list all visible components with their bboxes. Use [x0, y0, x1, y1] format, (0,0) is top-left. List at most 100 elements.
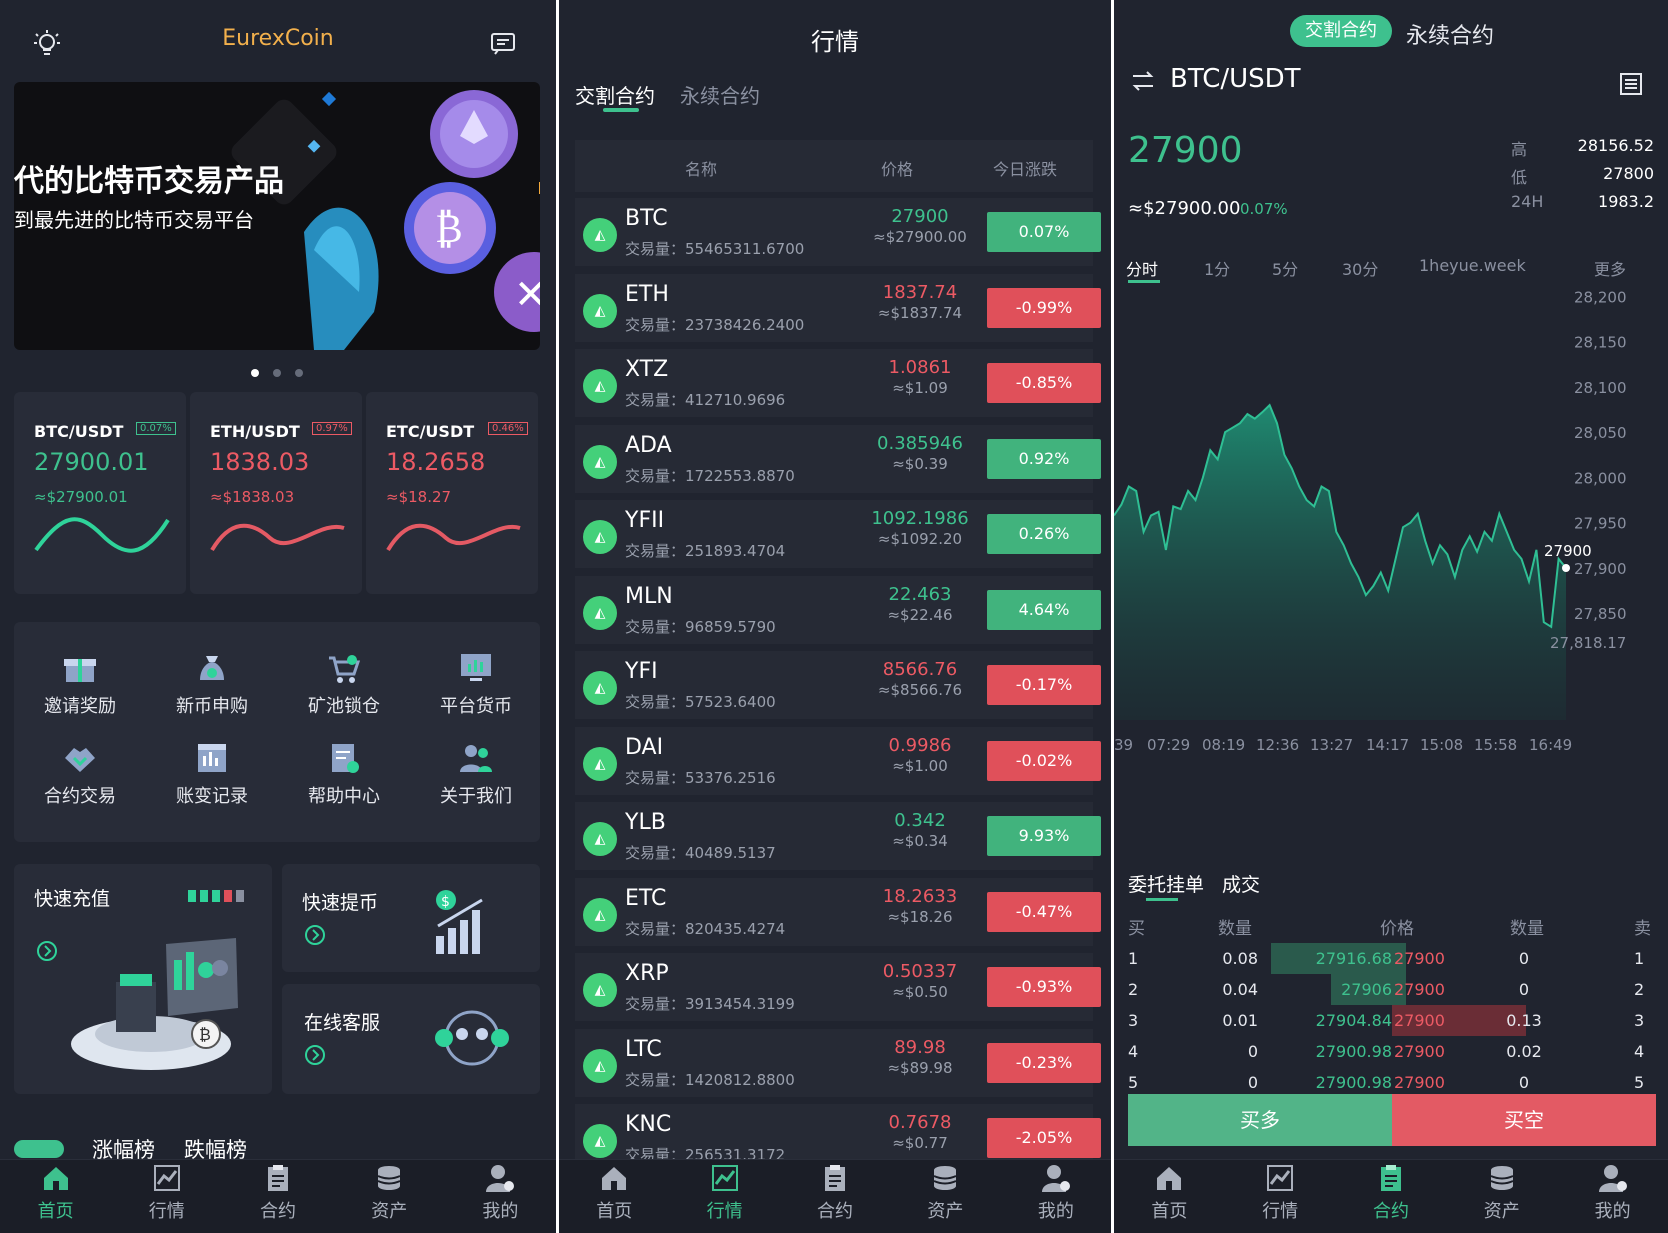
volume-label: 交易量： — [625, 693, 686, 711]
carousel-dots[interactable] — [250, 363, 306, 382]
menu-new-coin[interactable]: 新币申购 — [152, 650, 272, 718]
menu-invite-reward[interactable]: 邀请奖励 — [20, 650, 140, 718]
market-row[interactable]: ◭ XTZ 交易量：412710.9696 1.0861 ≈$1.09 -0.85% — [575, 349, 1101, 417]
toggle-delivery-contract[interactable]: 交割合约 — [1290, 15, 1392, 47]
y-axis-tick: 28,000 — [1574, 470, 1627, 488]
interval-week[interactable]: 1heyue.week — [1419, 256, 1526, 275]
menu-help-center[interactable]: 帮助中心 — [284, 740, 404, 808]
arrow-circle-icon[interactable] — [304, 924, 326, 946]
price-chart[interactable]: 28,200 28,150 28,100 28,050 28,000 27,950 27,9… — [1114, 280, 1668, 800]
market-row[interactable]: ◭ LTC 交易量：1420812.8800 89.98 ≈$89.98 -0.23% — [575, 1028, 1101, 1097]
swap-icon[interactable] — [1130, 68, 1156, 94]
coin-price: 22.463 — [888, 583, 952, 605]
tab-home[interactable]: 首页 — [0, 1160, 111, 1233]
arrow-circle-icon[interactable] — [36, 940, 58, 962]
menu-contract-trade[interactable]: 合约交易 — [20, 740, 140, 808]
volume-label: 交易量： — [625, 995, 686, 1013]
market-row[interactable]: ◭ YLB 交易量：40489.5137 0.342 ≈$0.34 9.93% — [575, 802, 1101, 870]
tab-label: 资产 — [927, 1201, 964, 1222]
tab-market[interactable]: 行情 — [669, 1160, 779, 1233]
change-badge[interactable]: 0.92% — [987, 438, 1101, 479]
menu-account-log[interactable]: 账变记录 — [152, 740, 272, 808]
market-row[interactable]: ◭ ETH 交易量：23738426.2400 1837.74 ≈$1837.74 -0.… — [575, 273, 1101, 342]
interval-timeshare[interactable]: 分时 — [1126, 260, 1159, 279]
ticker-card-eth[interactable]: ETH/USDT 0.97% 1838.03 ≈$1838.03 — [190, 392, 362, 594]
tab-profile[interactable]: 我的 — [445, 1160, 556, 1233]
buy-long-button[interactable]: 买多 — [1128, 1094, 1392, 1146]
tab-delivery-contract[interactable]: 交割合约 — [575, 84, 655, 108]
ticker-card-btc[interactable]: BTC/USDT 0.07% 27900.01 ≈$27900.01 — [14, 392, 186, 594]
coin-icon: ◭ — [583, 218, 617, 252]
market-row[interactable]: ◭ ADA 交易量：1722553.8870 0.385946 ≈$0.39 0.92% — [575, 424, 1101, 493]
pair-title[interactable]: BTC/USDT — [1170, 64, 1301, 94]
change-badge[interactable]: -0.93% — [987, 967, 1101, 1007]
order-book-row[interactable]: 5 0 27900.98 27900 0 5 — [1114, 1067, 1668, 1098]
promo-banner[interactable]: ₿ ✕ 代的比特币交易产品 到最先进的比特币交易平台 — [14, 82, 540, 350]
coin-symbol: ETC — [625, 885, 667, 911]
order-book-row[interactable]: 3 0.01 27904.84 27900 0.13 3 — [1114, 1005, 1668, 1036]
menu-pool-lock[interactable]: 矿池锁仓 — [284, 650, 404, 718]
tab-perpetual-contract[interactable]: 永续合约 — [680, 84, 760, 108]
bid-depth-bar — [1270, 943, 1406, 974]
order-book-row[interactable]: 4 0 27900.98 27900 0.02 4 — [1114, 1036, 1668, 1067]
tab-profile[interactable]: 我的 — [1557, 1160, 1668, 1233]
lightbulb-icon[interactable] — [32, 28, 62, 64]
tab-profile[interactable]: 我的 — [1001, 1160, 1111, 1233]
market-row[interactable]: ◭ BTC 交易量：55465311.6700 27900 ≈$27900.00 0.07… — [575, 198, 1101, 266]
market-row[interactable]: ◭ YFII 交易量：251893.4704 1092.1986 ≈$1092.20 0.… — [575, 500, 1101, 568]
last-price-usd: ≈$27900.00 — [1128, 198, 1241, 219]
market-row[interactable]: ◭ YFI 交易量：57523.6400 8566.76 ≈$8566.76 -0.17% — [575, 651, 1101, 719]
change-badge[interactable]: -0.02% — [987, 740, 1101, 781]
coin-volume: 交易量：3913454.3199 — [625, 993, 795, 1014]
menu-platform-coin[interactable]: 平台货币 — [416, 650, 536, 718]
change-badge[interactable]: -0.47% — [987, 891, 1101, 932]
orders-list-icon[interactable] — [1619, 72, 1643, 96]
change-badge[interactable]: -0.17% — [987, 665, 1101, 705]
change-badge[interactable]: -0.99% — [987, 287, 1101, 328]
interval-1m[interactable]: 1分 — [1204, 260, 1231, 279]
tab-contract[interactable]: 合约 — [1336, 1160, 1447, 1233]
monitor-chart-icon — [461, 654, 491, 681]
interval-more[interactable]: 更多 — [1594, 260, 1627, 279]
quick-withdraw-card[interactable]: 快速提币 $ — [282, 864, 540, 972]
interval-5m[interactable]: 5分 — [1272, 260, 1299, 279]
online-service-card[interactable]: 在线客服 — [282, 984, 540, 1094]
bid-qty: 0.01 — [1222, 1011, 1258, 1030]
change-badge[interactable]: 9.93% — [987, 816, 1101, 856]
tab-trades[interactable]: 成交 — [1222, 874, 1261, 896]
tab-home[interactable]: 首页 — [1114, 1160, 1225, 1233]
ticker-card-etc[interactable]: ETC/USDT 0.46% 18.2658 ≈$18.27 — [366, 392, 538, 594]
quick-deposit-card[interactable]: 快速充值 ₿ — [14, 864, 272, 1094]
tab-market[interactable]: 行情 — [111, 1160, 222, 1233]
change-badge[interactable]: -2.05% — [987, 1118, 1101, 1158]
rank-tab-gainers[interactable]: 涨幅榜 — [92, 1138, 155, 1162]
change-badge[interactable]: -0.85% — [987, 363, 1101, 403]
change-badge[interactable]: 0.07% — [987, 212, 1101, 252]
order-book-row[interactable]: 1 0.08 27916.68 27900 0 1 — [1114, 943, 1668, 974]
tab-contract[interactable]: 合约 — [222, 1160, 333, 1233]
home-icon — [602, 1167, 627, 1190]
order-book-row[interactable]: 2 0.04 27906 27900 0 2 — [1114, 974, 1668, 1005]
arrow-circle-icon[interactable] — [304, 1044, 326, 1066]
tab-open-orders[interactable]: 委托挂单 — [1128, 874, 1205, 896]
tab-market[interactable]: 行情 — [1225, 1160, 1336, 1233]
menu-about-us[interactable]: 关于我们 — [416, 740, 536, 808]
tab-assets[interactable]: 资产 — [890, 1160, 1000, 1233]
market-row[interactable]: ◭ DAI 交易量：53376.2516 0.9986 ≈$1.00 -0.02% — [575, 726, 1101, 795]
market-row[interactable]: ◭ MLN 交易量：96859.5790 22.463 ≈$22.46 4.64% — [575, 575, 1101, 644]
change-badge[interactable]: -0.23% — [987, 1042, 1101, 1083]
interval-30m[interactable]: 30分 — [1342, 260, 1379, 279]
toggle-perpetual-contract[interactable]: 永续合约 — [1406, 24, 1495, 49]
tab-contract[interactable]: 合约 — [780, 1160, 890, 1233]
market-row[interactable]: ◭ XRP 交易量：3913454.3199 0.50337 ≈$0.50 -0.93% — [575, 953, 1101, 1021]
tab-assets[interactable]: 资产 — [1446, 1160, 1557, 1233]
market-row[interactable]: ◭ ETC 交易量：820435.4274 18.2633 ≈$18.26 -0.47% — [575, 877, 1101, 946]
tab-home[interactable]: 首页 — [559, 1160, 669, 1233]
ask-index: 1 — [1634, 949, 1645, 968]
change-badge[interactable]: 0.26% — [987, 514, 1101, 554]
change-badge[interactable]: 4.64% — [987, 589, 1101, 630]
message-icon[interactable] — [490, 32, 516, 60]
tab-assets[interactable]: 资产 — [334, 1160, 445, 1233]
rank-tab-losers[interactable]: 跌幅榜 — [184, 1138, 247, 1162]
sell-short-button[interactable]: 买空 — [1392, 1094, 1656, 1146]
